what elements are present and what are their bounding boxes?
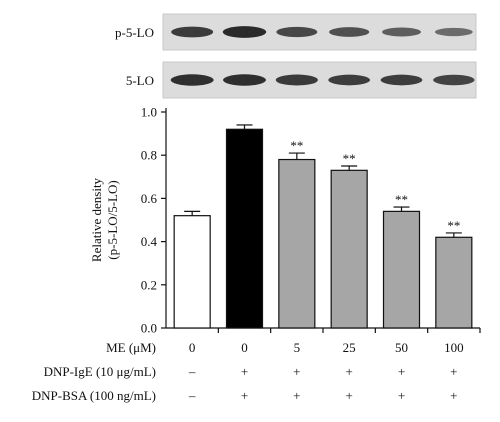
- y-axis-label-line1: Relative density: [89, 177, 104, 262]
- blot-band: [170, 74, 214, 86]
- bar: [225, 128, 264, 329]
- treatment-value: +: [241, 364, 248, 379]
- significance-marker: **: [395, 192, 408, 207]
- y-axis-label-line2: (p-5-LO/5-LO): [105, 180, 120, 259]
- y-tick-label: 1.0: [141, 105, 157, 120]
- blot-strip: [162, 61, 477, 99]
- blot-row-label: p-5-LO: [115, 25, 154, 40]
- bar-chart: 0.0 0.2 0.4 0.6 0.8 1.0 Relative density (p-5-L…: [89, 105, 481, 336]
- treatment-value: 5: [294, 340, 301, 355]
- treatment-value: +: [398, 388, 405, 403]
- treatment-value: +: [241, 388, 248, 403]
- treatment-value: +: [398, 364, 405, 379]
- bar: [278, 158, 316, 329]
- y-tick-label: 0.6: [141, 191, 158, 206]
- treatment-value: 100: [444, 340, 464, 355]
- treatment-value: 0: [189, 340, 196, 355]
- blot-band: [329, 27, 370, 37]
- treatment-value: 50: [395, 340, 408, 355]
- y-tick-label: 0.2: [141, 277, 157, 292]
- treatment-value: +: [450, 364, 457, 379]
- blot-band: [222, 26, 267, 38]
- y-tick-label: 0.4: [141, 234, 158, 249]
- treatment-value: 25: [343, 340, 356, 355]
- treatment-value: +: [450, 388, 457, 403]
- bar: [330, 169, 368, 329]
- blot-band: [276, 26, 318, 38]
- treatment-value: +: [293, 364, 300, 379]
- y-tick-label: 0.8: [141, 148, 157, 163]
- treatment-value: +: [293, 388, 300, 403]
- treatment-value: +: [345, 364, 352, 379]
- significance-marker: **: [343, 151, 356, 166]
- treatment-label: DNP-BSA (100 ng/mL): [32, 388, 156, 403]
- blot-band: [328, 74, 371, 86]
- blot-row-label: 5-LO: [126, 73, 154, 88]
- blot-band: [433, 74, 475, 86]
- bar: [382, 210, 421, 329]
- treatment-value: –: [188, 364, 196, 379]
- significance-marker: **: [447, 218, 460, 233]
- significance-marker: **: [290, 138, 303, 153]
- treatment-value: +: [345, 388, 352, 403]
- bar: [435, 236, 473, 329]
- y-tick-label: 0.0: [141, 321, 157, 336]
- blot-band: [223, 74, 266, 86]
- blot-band: [434, 27, 473, 37]
- treatment-value: 0: [241, 340, 248, 355]
- blot-band: [380, 74, 423, 86]
- western-blot-panel: p-5-LO 5-LO: [115, 13, 477, 99]
- bar: [173, 215, 211, 329]
- treatment-label: ME (μM): [106, 340, 156, 355]
- blot-band: [382, 27, 421, 37]
- treatment-value: –: [188, 388, 196, 403]
- treatment-label: DNP-IgE (10 μg/mL): [44, 364, 156, 379]
- blot-band: [171, 26, 214, 38]
- treatment-table: ME (μM) 0 0 5 25 50 100 DNP-IgE (10 μg/mL) – + + + +…: [32, 340, 464, 403]
- blot-strip: [162, 13, 477, 51]
- blot-band: [275, 74, 318, 86]
